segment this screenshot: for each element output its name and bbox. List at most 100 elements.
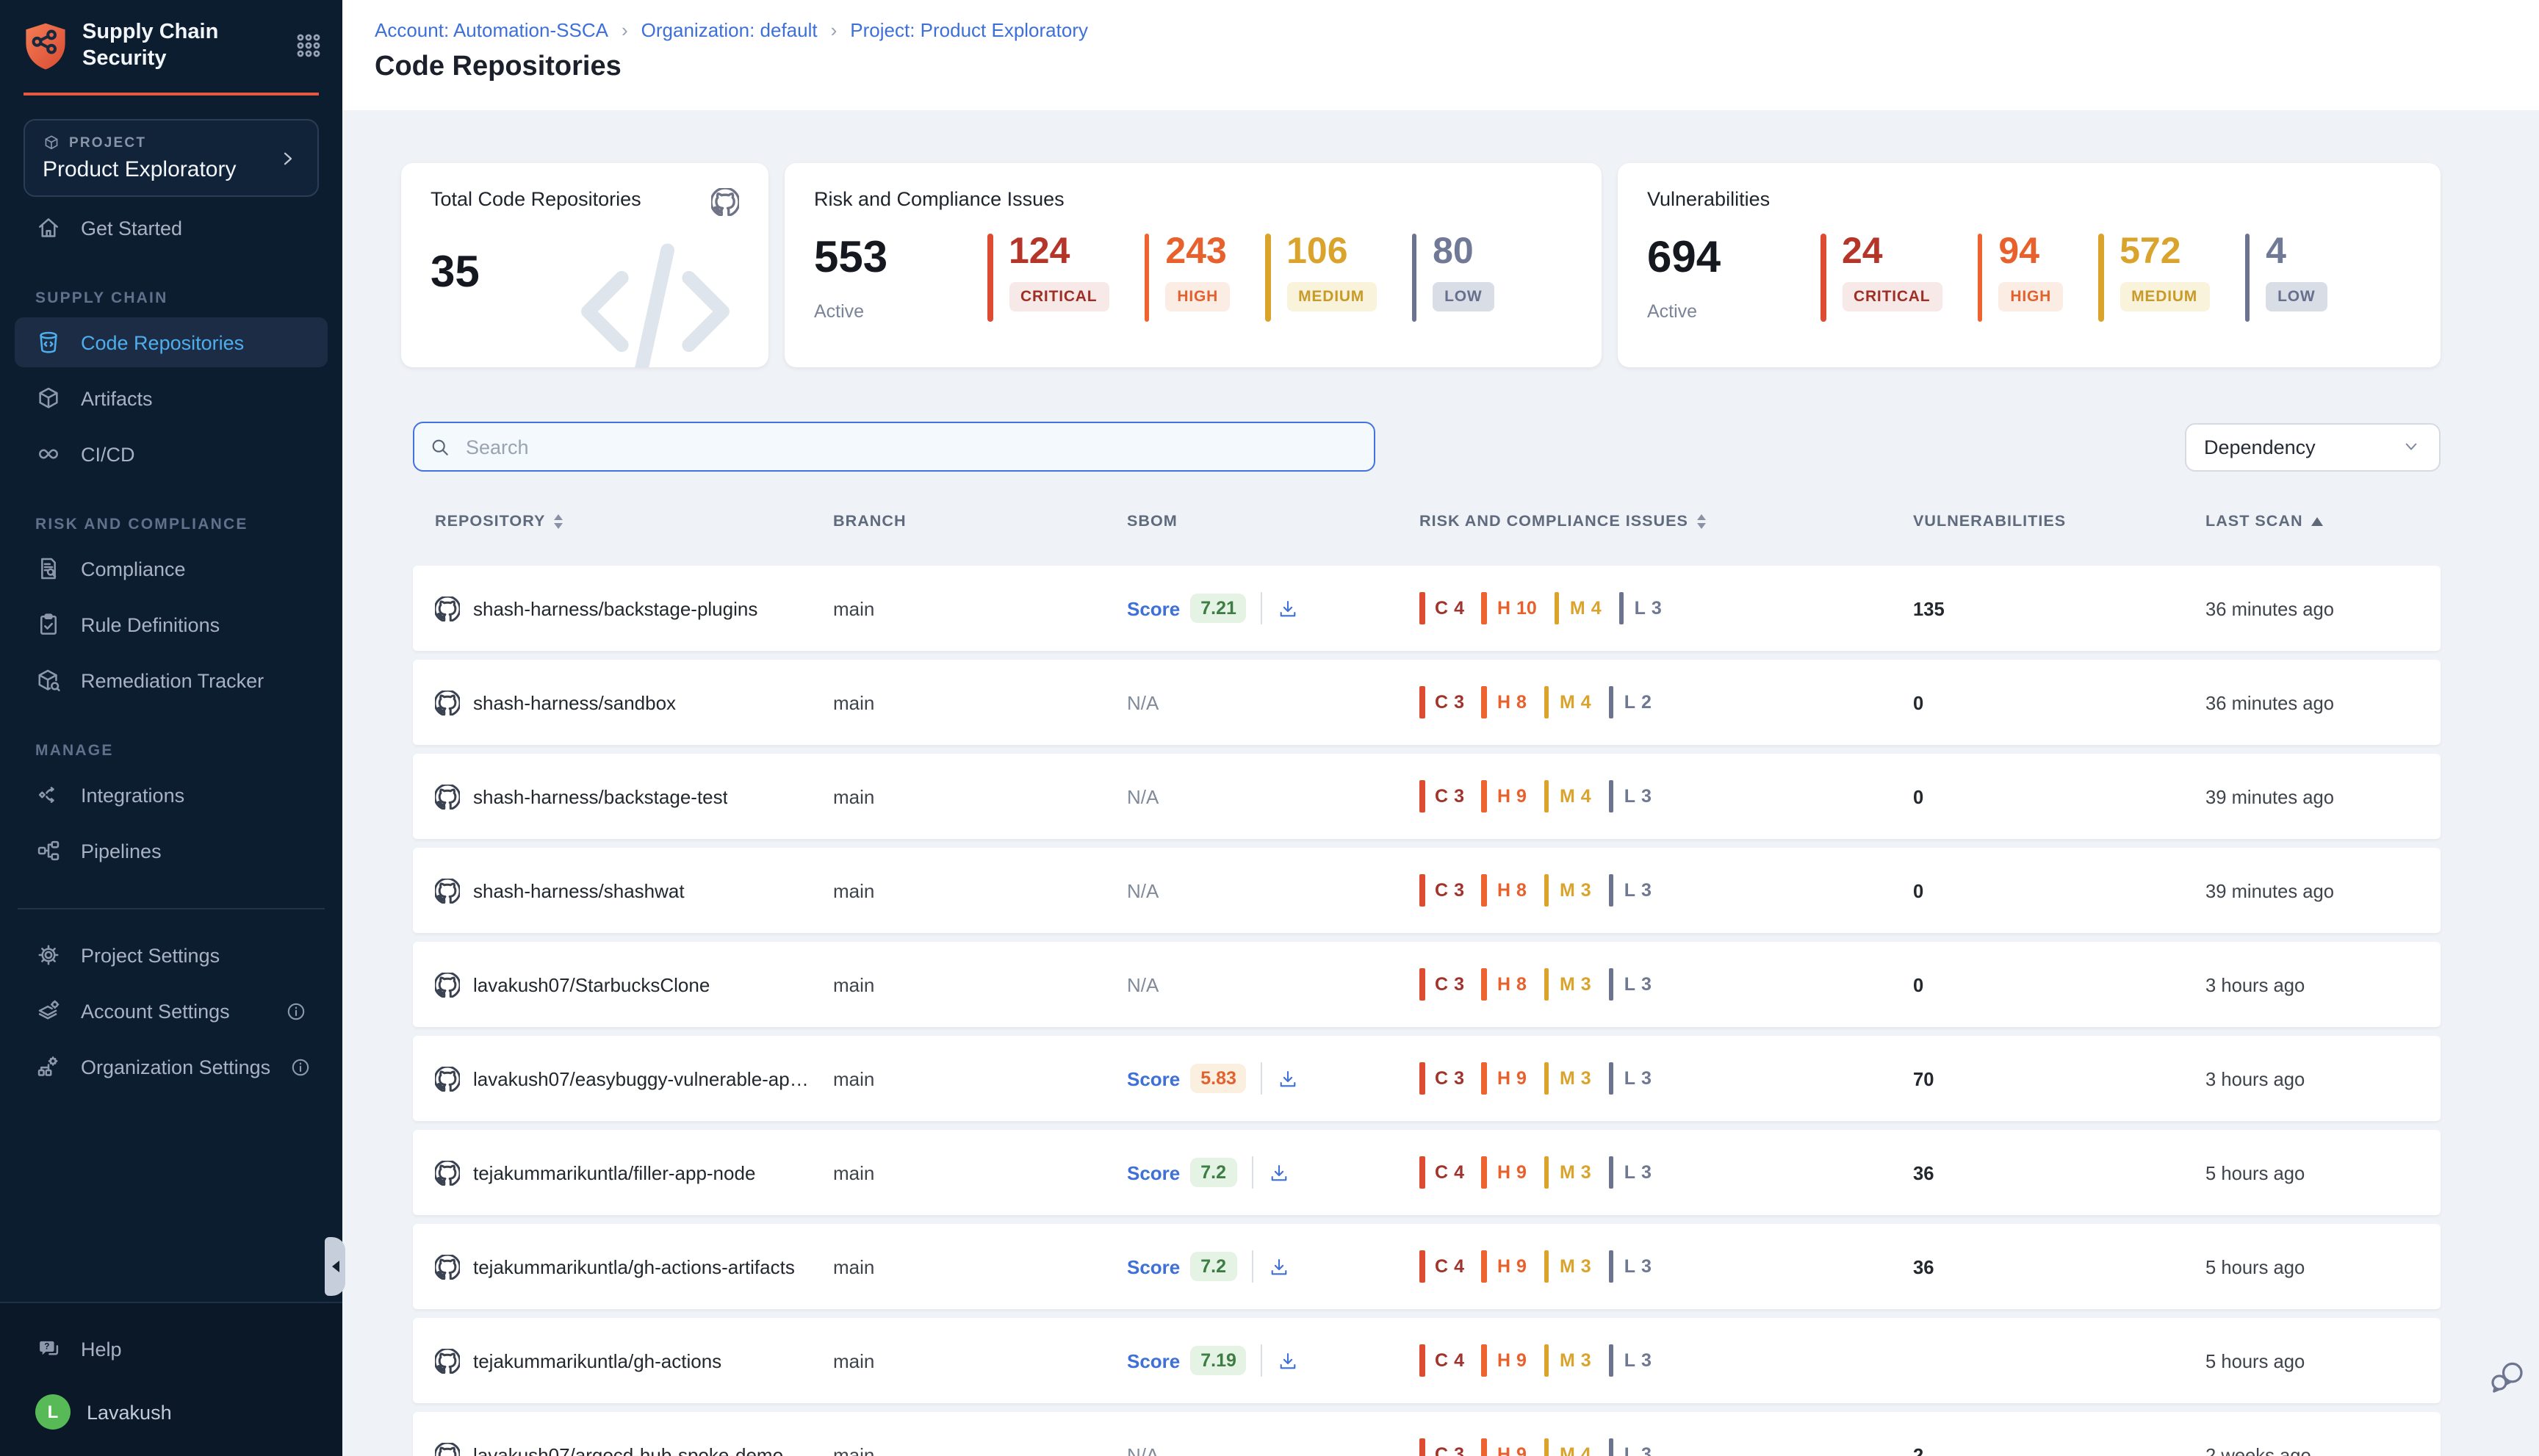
last-scan-cell: 5 hours ago [2205,1349,2305,1372]
sidebar-item-pipelines[interactable]: Pipelines [15,826,328,876]
table-row[interactable]: lavakush07/StarbucksClone main N/A C 3 H 8 M 3 L 3… [413,942,2441,1027]
repository-cell: shash-harness/backstage-test [435,784,833,809]
table-row[interactable]: lavakush07/argocd-hub-spoke-demo main N/A C… [413,1412,2441,1456]
active-caption: Active [1647,301,1698,322]
download-sbom-icon[interactable] [1267,1161,1289,1183]
download-sbom-icon[interactable] [1267,1255,1289,1277]
vulnerabilities-cell: 70 [1913,1067,1934,1089]
severity-chip-bar [1419,1344,1425,1377]
sidebar-item-ci-cd[interactable]: CI/CD [15,430,328,480]
severity-count: 4 [2266,231,2286,272]
help-item[interactable]: ? Help [15,1324,328,1374]
sidebar-item-project-settings[interactable]: Project Settings [15,931,328,981]
repository-name: tejakummarikuntla/gh-actions-artifacts [473,1255,795,1277]
breadcrumb-link[interactable]: Project: Product Exploratory [850,19,1088,41]
download-sbom-icon[interactable] [1278,1067,1300,1089]
download-sbom-icon[interactable] [1278,1349,1300,1372]
sidebar-item-compliance[interactable]: Compliance [15,544,328,594]
sidebar-collapse-handle[interactable] [325,1237,345,1296]
brand: Supply Chain Security [0,0,342,90]
user-menu[interactable]: L Lavakush [15,1394,328,1430]
sbom-na: N/A [1127,785,1159,807]
table-row[interactable]: tejakummarikuntla/gh-actions main Score 7.1… [413,1318,2441,1403]
grid-9-icon[interactable] [295,32,322,59]
severity-chip-bar [1608,1062,1614,1095]
column-header-label: RISK AND COMPLIANCE ISSUES [1419,513,1688,530]
project-selector[interactable]: PROJECT Product Exploratory [24,119,319,198]
card-title: Total Code Repositories [431,188,641,210]
sbom-cell: Score 7.2 [1127,1156,1419,1189]
column-header-risk-and-compliance-issues[interactable]: RISK AND COMPLIANCE ISSUES [1419,513,1913,530]
column-header-last-scan[interactable]: LAST SCAN [2205,513,2441,530]
table-row[interactable]: lavakush07/easybuggy-vulnerable-app... ma… [413,1036,2441,1121]
sidebar-item-account-settings[interactable]: Account Settings [15,987,328,1037]
branch-cell: main [833,1161,875,1183]
sbom-score-badge: 7.21 [1190,594,1247,623]
search-box[interactable] [413,422,1375,472]
sidebar-item-get-started[interactable]: Get Started [15,203,328,253]
sidebar-item-code-repositories[interactable]: Code Repositories [15,317,328,368]
table-row[interactable]: shash-harness/sandbox main N/A C 3 H 8 M 4 L 2 0 36 … [413,660,2441,745]
table-row[interactable]: shash-harness/shashwat main N/A C 3 H 8 M 3 L 3 0 39… [413,848,2441,933]
vulnerabilities-cell: 0 [1913,785,1924,807]
severity-chip-high: H 10 [1481,592,1537,624]
sbom-score-label: Score [1127,1067,1181,1089]
sidebar-item-rule-definitions[interactable]: Rule Definitions [15,600,328,650]
branch-cell: main [833,1349,875,1372]
dependency-filter-select[interactable]: Dependency [2185,422,2441,471]
table-row[interactable]: tejakummarikuntla/gh-actions-artifacts ma… [413,1224,2441,1309]
sidebar: Supply Chain Security PROJECT Product Ex… [0,0,345,1456]
severity-low: 80 LOW [1411,233,1494,322]
repository-cell: lavakush07/easybuggy-vulnerable-app... [435,1066,833,1091]
sidebar-divider [18,908,325,910]
sidebar-item-remediation-tracker[interactable]: Remediation Tracker [15,656,328,706]
sidebar-item-label: Compliance [81,558,186,580]
table-row[interactable]: shash-harness/backstage-plugins main Score… [413,566,2441,651]
nav-section-label: MANAGE [35,742,114,760]
download-sbom-icon[interactable] [1278,597,1300,619]
github-icon [435,690,460,715]
table-row[interactable]: tejakummarikuntla/filler-app-node main Sco… [413,1130,2441,1215]
search-input[interactable] [463,434,1359,459]
github-icon [435,784,460,809]
table-row[interactable]: shash-harness/backstage-test main N/A C 3 H 9 M… [413,754,2441,839]
sidebar-item-organization-settings[interactable]: Organization Settings [15,1042,328,1092]
active-caption: Active [814,301,865,322]
breadcrumb-link[interactable]: Account: Automation-SSCA [375,19,608,41]
vuln-severity-breakdown: 24 CRITICAL 94 HIGH 572 MEDIUM 4 LOW [1820,231,2327,322]
severity-chip-bar [1544,1156,1549,1189]
cube-icon [35,386,62,412]
vulnerabilities-cell: 0 [1913,973,1924,995]
severity-bar [1820,234,1826,322]
sidebar-item-integrations[interactable]: Integrations [15,771,328,821]
breadcrumb-link[interactable]: Organization: default [641,19,818,41]
support-chat-icon[interactable] [2486,1356,2530,1400]
column-header-repository[interactable]: REPOSITORY [435,513,833,530]
avatar[interactable]: L [35,1394,71,1430]
search-icon [429,436,451,458]
risk-issues-cell: C 4 H 10 M 4 L 3 [1419,592,1913,624]
sidebar-item-artifacts[interactable]: Artifacts [15,374,328,424]
help-label: Help [81,1338,122,1360]
